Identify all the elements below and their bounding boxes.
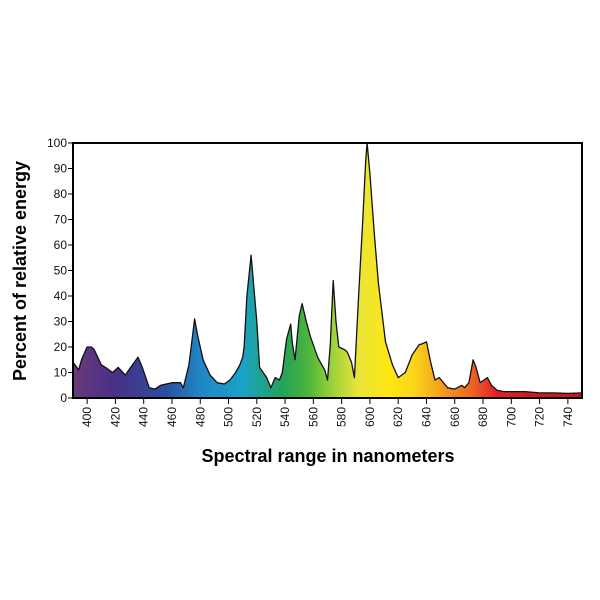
y-axis-ticks: 0 10 20 30 40 50 60 70 80 90 100 <box>47 136 73 405</box>
x-tick-label: 500 <box>222 407 236 427</box>
y-tick-label: 30 <box>54 315 68 329</box>
x-tick-label: 440 <box>137 407 151 427</box>
x-tick-label: 620 <box>391 407 405 427</box>
spectrum-line <box>72 142 583 395</box>
y-tick-label: 70 <box>54 213 68 227</box>
x-tick-label: 740 <box>561 407 575 427</box>
y-tick-label: 40 <box>54 289 68 303</box>
x-tick-label: 560 <box>306 407 320 427</box>
y-tick-label: 80 <box>54 187 68 201</box>
x-tick-label: 580 <box>335 407 349 427</box>
x-tick-label: 420 <box>108 407 122 427</box>
x-axis-title: Spectral range in nanometers <box>201 446 454 466</box>
x-tick-label: 480 <box>193 407 207 427</box>
y-tick-label: 90 <box>54 162 68 176</box>
x-tick-label: 720 <box>533 407 547 427</box>
x-tick-label: 520 <box>250 407 264 427</box>
x-tick-label: 660 <box>448 407 462 427</box>
plot-background <box>73 143 582 398</box>
y-tick-label: 100 <box>47 136 67 150</box>
y-tick-label: 10 <box>54 366 68 380</box>
x-axis-ticks: 400 420 440 460 480 500 520 540 560 580 600 620 640 6… <box>80 398 575 427</box>
x-tick-label: 600 <box>363 407 377 427</box>
y-axis-title: Percent of relative energy <box>10 161 30 381</box>
x-tick-label: 680 <box>476 407 490 427</box>
y-tick-label: 20 <box>54 340 68 354</box>
x-tick-label: 700 <box>504 407 518 427</box>
y-tick-label: 50 <box>54 264 68 278</box>
x-tick-label: 460 <box>165 407 179 427</box>
y-tick-label: 60 <box>54 238 68 252</box>
x-tick-label: 400 <box>80 407 94 427</box>
x-tick-label: 540 <box>278 407 292 427</box>
x-tick-label: 640 <box>420 407 434 427</box>
y-tick-label: 0 <box>60 391 67 405</box>
